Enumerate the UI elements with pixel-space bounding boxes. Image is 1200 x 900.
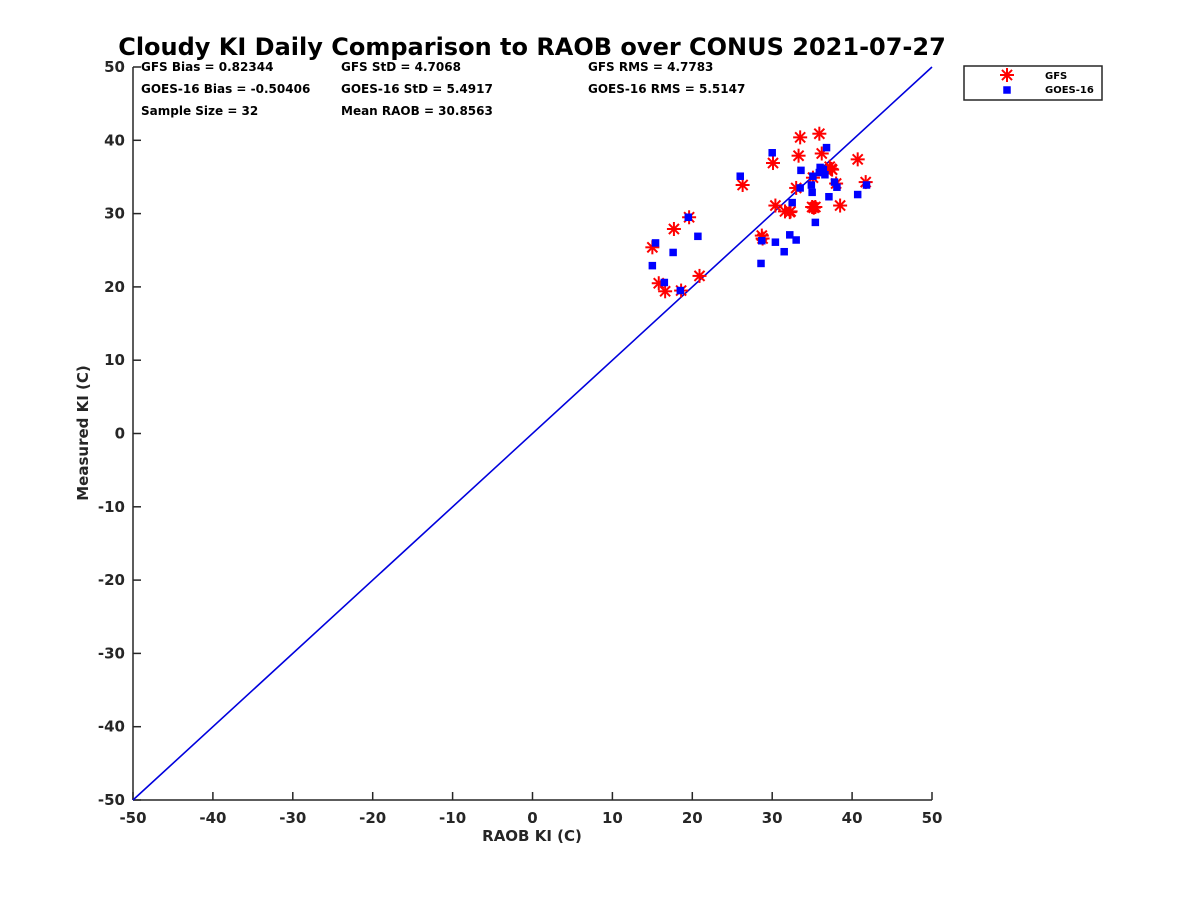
- stat-gfs-std: GFS StD = 4.7068: [341, 60, 461, 74]
- goes-16-point: [757, 259, 765, 268]
- goes-16-point: [669, 248, 677, 257]
- legend-box: [963, 65, 1103, 101]
- goes-16-point: [768, 149, 776, 157]
- plot-content: [132, 66, 933, 801]
- goes-16-point: [862, 181, 871, 189]
- y-tick-label: -40: [98, 718, 125, 736]
- stat-goes-std: GOES-16 StD = 5.4917: [341, 82, 493, 96]
- stat-goes-rms: GOES-16 RMS = 5.5147: [588, 82, 745, 96]
- goes-16-point: [807, 181, 816, 189]
- goes-16-point: [648, 261, 657, 270]
- stats-block: GFS Bias = 0.82344 GFS StD = 4.7068 GFS …: [141, 60, 745, 118]
- goes-16-point: [736, 172, 744, 180]
- gfs-point: [833, 198, 848, 213]
- x-tick-label: 20: [682, 809, 703, 827]
- y-tick-label: 40: [104, 131, 125, 149]
- y-tick-label: -30: [98, 644, 125, 662]
- goes-16-point: [786, 231, 794, 239]
- goes-16-point: [822, 143, 831, 152]
- goes-16-point: [758, 236, 766, 245]
- goes-16-point: [771, 238, 780, 246]
- goes-16-point: [833, 183, 841, 191]
- goes-16-point: [809, 172, 817, 180]
- x-tick-label: 50: [922, 809, 943, 827]
- stat-goes-bias: GOES-16 Bias = -0.50406: [141, 82, 310, 96]
- legend-goes-marker: [1003, 86, 1011, 94]
- stat-gfs-bias: GFS Bias = 0.82344: [141, 60, 273, 74]
- y-tick-label: 20: [104, 278, 125, 296]
- x-axis-label: RAOB KI (C): [482, 827, 582, 845]
- x-tick-label: -50: [119, 809, 146, 827]
- goes-16-point: [651, 239, 660, 247]
- legend-gfs-marker: [1000, 68, 1014, 82]
- gfs-point: [768, 198, 783, 213]
- legend-gfs-asterisk: [1000, 68, 1014, 82]
- stat-mean-raob: Mean RAOB = 30.8563: [341, 104, 493, 118]
- gfs-point: [812, 126, 827, 141]
- goes-16-point: [830, 178, 839, 186]
- gfs-point: [765, 156, 780, 171]
- goes-16-point: [684, 213, 693, 222]
- goes-16-point: [660, 278, 669, 287]
- x-tick-label: 30: [762, 809, 783, 827]
- goes-16-point: [808, 188, 816, 197]
- goes-16-point: [811, 218, 820, 227]
- x-tick-label: -10: [439, 809, 466, 827]
- goes-16-point: [815, 168, 824, 177]
- x-tick-label: -30: [279, 809, 306, 827]
- goes-16-point: [788, 198, 796, 207]
- axes: -50 -40 -30 -20 -10 0 10 20 30 40 50 -50 -40 -30 -20 -1…: [98, 58, 943, 827]
- chart-title: Cloudy KI Daily Comparison to RAOB over …: [118, 33, 946, 61]
- y-tick-label: 10: [104, 351, 125, 369]
- x-tick-label: -20: [359, 809, 386, 827]
- x-tick-label: 0: [527, 809, 537, 827]
- goes-16-point: [797, 166, 805, 175]
- goes-16-point: [694, 232, 702, 241]
- goes-16-point: [780, 247, 788, 256]
- gfs-point: [850, 152, 865, 167]
- gfs-point: [808, 200, 823, 215]
- gfs-point: [692, 268, 707, 283]
- gfs-point: [666, 221, 681, 236]
- y-tick-label: 30: [104, 205, 125, 223]
- x-tick-label: 40: [842, 809, 863, 827]
- stat-gfs-rms: GFS RMS = 4.7783: [588, 60, 713, 74]
- legend-goes-label: GOES-16: [1045, 85, 1094, 96]
- x-tick-label: 10: [602, 809, 623, 827]
- goes-16-point: [676, 286, 685, 295]
- goes-16-point: [819, 165, 828, 174]
- gfs-point: [791, 148, 806, 163]
- legend: GFS GOES-16: [963, 65, 1103, 101]
- gfs-point: [658, 284, 673, 299]
- y-tick-label: -50: [98, 791, 125, 809]
- y-tick-label: -10: [98, 498, 125, 516]
- gfs-point: [783, 204, 798, 219]
- y-tick-label: 50: [104, 58, 125, 76]
- gfs-point: [735, 178, 750, 193]
- x-tick-label: -40: [199, 809, 226, 827]
- goes-16-point: [853, 190, 862, 199]
- legend-goes-square: [1003, 86, 1011, 94]
- y-axis-label: Measured KI (C): [74, 365, 92, 501]
- goes-16-point: [796, 184, 804, 192]
- legend-gfs-label: GFS: [1045, 71, 1067, 82]
- y-tick-label: -20: [98, 571, 125, 589]
- goes-16-point: [821, 171, 829, 179]
- goes-16-point: [825, 192, 833, 201]
- y-tick-label: 0: [115, 425, 125, 443]
- goes-16-point: [792, 236, 800, 244]
- gfs-point: [793, 130, 808, 145]
- stat-sample-size: Sample Size = 32: [141, 104, 258, 118]
